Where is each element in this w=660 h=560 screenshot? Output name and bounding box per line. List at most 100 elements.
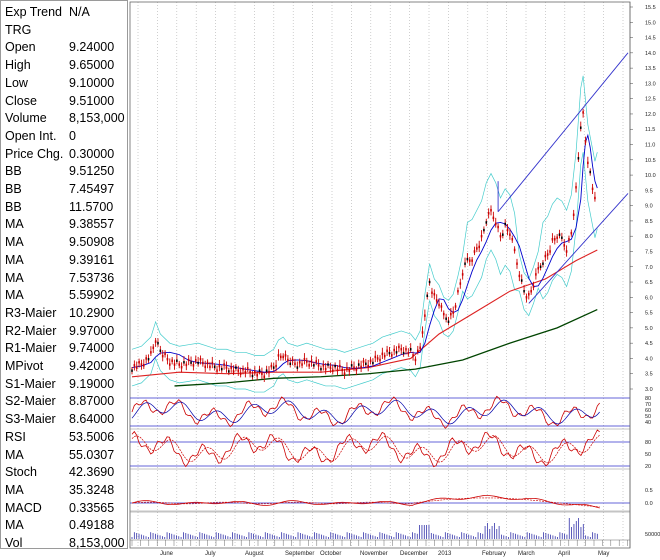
candle-body [284,354,287,357]
candle-body [476,247,478,250]
candle-body [228,370,230,373]
candle-body [409,348,412,351]
info-value: 0.49188 [69,518,115,533]
candle-body [296,366,299,369]
indicator-tick-label: 50 [645,414,651,420]
candle-body [513,248,516,252]
volume-panel[interactable] [130,511,630,539]
candle-body [433,293,436,296]
candle-body [551,238,554,241]
info-value: 55.0307 [69,447,115,462]
info-row: RSI 53.5006 [5,428,125,446]
candle-body [249,370,251,374]
candle-body [539,265,542,268]
candle-body [466,257,469,261]
candle-body [161,354,164,358]
candle-body [577,157,580,160]
candle-body [204,365,207,369]
info-value: 9.65000 [69,58,115,73]
candle-body [256,374,258,377]
y-tick-label: 6.5 [645,280,653,286]
indicator-tick-label: 80 [645,396,651,402]
info-row: MA 35.3248 [5,481,125,499]
candle-body [164,352,166,356]
info-label: BB [5,164,22,179]
info-row: MACD 0.33565 [5,499,125,517]
candle-body [298,361,301,364]
candle-body [494,222,497,226]
info-row: S2-Maier 8.87000 [5,392,125,410]
candle-body [502,233,504,236]
info-row: BB 9.51250 [5,162,125,180]
month-label: May [598,551,609,557]
price-panel[interactable] [131,52,629,393]
info-value: 0 [69,128,76,143]
y-tick-label: 13.5 [645,66,656,72]
candle-body [183,361,185,364]
candle-body [419,346,421,349]
info-value: 9.19000 [69,376,115,391]
info-label: MA [5,482,24,497]
price-axis: 15.5 15.0 14.5 14.0 13.5 13.0 12.5 12.0 11.5 11.0… [629,2,656,548]
candle-body [206,361,209,365]
candle-body [454,305,457,308]
info-row: Low 9.10000 [5,74,125,92]
candle-body [199,357,202,361]
info-label: S3-Maier [5,412,56,427]
candle-body [303,357,306,361]
candle-body [511,238,514,241]
info-label: MA [5,217,24,232]
candle-body [400,348,403,351]
candle-body [572,213,575,217]
candle-body [414,358,417,362]
candle-body [308,364,310,367]
candle-body [176,359,178,362]
channel-upper-line[interactable] [497,52,629,213]
candle-body [166,357,169,361]
candle-body [289,362,292,366]
candle-body [305,360,308,363]
candle-body [301,363,303,366]
y-tick-label: 9.0 [645,204,653,210]
info-label: Volume [5,111,47,126]
info-row: Stoch 42.3690 [5,463,125,481]
channel-lower-line[interactable] [528,193,629,304]
candle-body [407,351,410,355]
y-tick-label: 8.5 [645,219,653,225]
candle-body [532,285,535,288]
info-label: R2-Maier [5,323,57,338]
candle-body [157,341,159,345]
candle-body [528,293,530,296]
candle-body [209,365,211,369]
info-label: S1-Maier [5,376,56,391]
candle-body [187,358,190,362]
candle-body [365,362,367,366]
candle-body [563,244,566,247]
date-axis: June July August September October November De… [130,539,630,557]
month-label: 2013 [438,551,452,557]
y-tick-label: 4.0 [645,356,653,362]
month-label: October [320,551,341,557]
info-row: Volume 8,153,000 [5,109,125,127]
candle-body [159,349,162,353]
candle-body [280,355,282,359]
candle-body [242,367,244,371]
y-tick-label: 12.5 [645,97,656,103]
info-label: Close [5,93,37,108]
info-label: MA [5,447,24,462]
candle-body [424,314,426,317]
candle-body [374,355,377,359]
candle-body [445,317,447,320]
info-value: 9.38557 [69,217,115,232]
candle-body [537,267,540,270]
info-row: Open Int. 0 [5,127,125,145]
candle-body [594,196,596,200]
candle-body [412,354,414,357]
candle-body [268,370,270,374]
candle-body [350,364,353,367]
info-row: S3-Maier 8.64000 [5,410,125,428]
info-value: 7.53736 [69,270,115,285]
y-tick-label: 11.0 [645,143,655,149]
